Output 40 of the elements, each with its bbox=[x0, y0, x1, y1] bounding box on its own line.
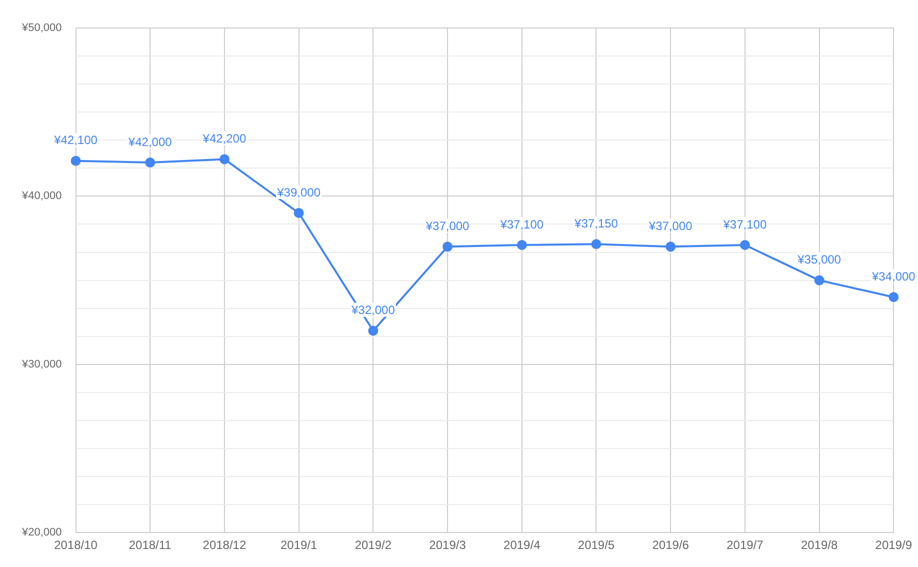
data-label: ¥37,000 bbox=[648, 218, 693, 233]
x-tick-label: 2019/7 bbox=[726, 538, 764, 552]
x-tick-label: 2019/6 bbox=[652, 538, 690, 552]
x-tick-label: 2019/4 bbox=[504, 538, 541, 552]
x-tick-label: 2019/3 bbox=[429, 538, 466, 552]
y-tick-label: ¥30,000 bbox=[20, 358, 62, 370]
y-tick-label: ¥50,000 bbox=[20, 22, 62, 34]
data-label: ¥35,000 bbox=[796, 252, 842, 267]
point bbox=[516, 240, 527, 250]
point bbox=[219, 154, 230, 164]
x-tick-label: 2018/11 bbox=[128, 538, 172, 552]
x-tick-label: 2019/1 bbox=[280, 538, 318, 552]
point bbox=[70, 156, 81, 166]
data-label: ¥37,100 bbox=[722, 217, 767, 232]
y-tick-label: ¥40,000 bbox=[20, 190, 62, 202]
point bbox=[814, 275, 824, 286]
x-tick-label: 2018/10 bbox=[54, 538, 98, 552]
point bbox=[666, 242, 676, 252]
data-label: ¥37,100 bbox=[499, 217, 544, 232]
x-tick-label: 2018/12 bbox=[202, 538, 246, 552]
point bbox=[368, 326, 378, 336]
point bbox=[888, 292, 899, 302]
x-tick-label: 2019/9 bbox=[875, 538, 912, 552]
data-label: ¥34,000 bbox=[870, 269, 916, 284]
y-tick-label: ¥20,000 bbox=[20, 526, 62, 539]
data-label: ¥39,000 bbox=[276, 185, 321, 200]
data-label: ¥32,000 bbox=[350, 303, 396, 318]
data-label: ¥42,000 bbox=[127, 134, 172, 149]
data-label: ¥42,200 bbox=[202, 132, 246, 146]
data-label: ¥37,000 bbox=[424, 218, 470, 233]
x-tick-label: 2019/2 bbox=[354, 538, 392, 552]
x-tick-label: 2019/8 bbox=[800, 538, 838, 552]
x-tick-label: 2019/5 bbox=[578, 538, 615, 552]
point bbox=[740, 240, 750, 250]
point bbox=[591, 239, 602, 250]
point bbox=[294, 208, 304, 218]
data-label: ¥37,150 bbox=[574, 216, 618, 230]
data-label: ¥42,100 bbox=[53, 133, 98, 148]
point bbox=[442, 242, 453, 252]
point bbox=[145, 158, 156, 168]
